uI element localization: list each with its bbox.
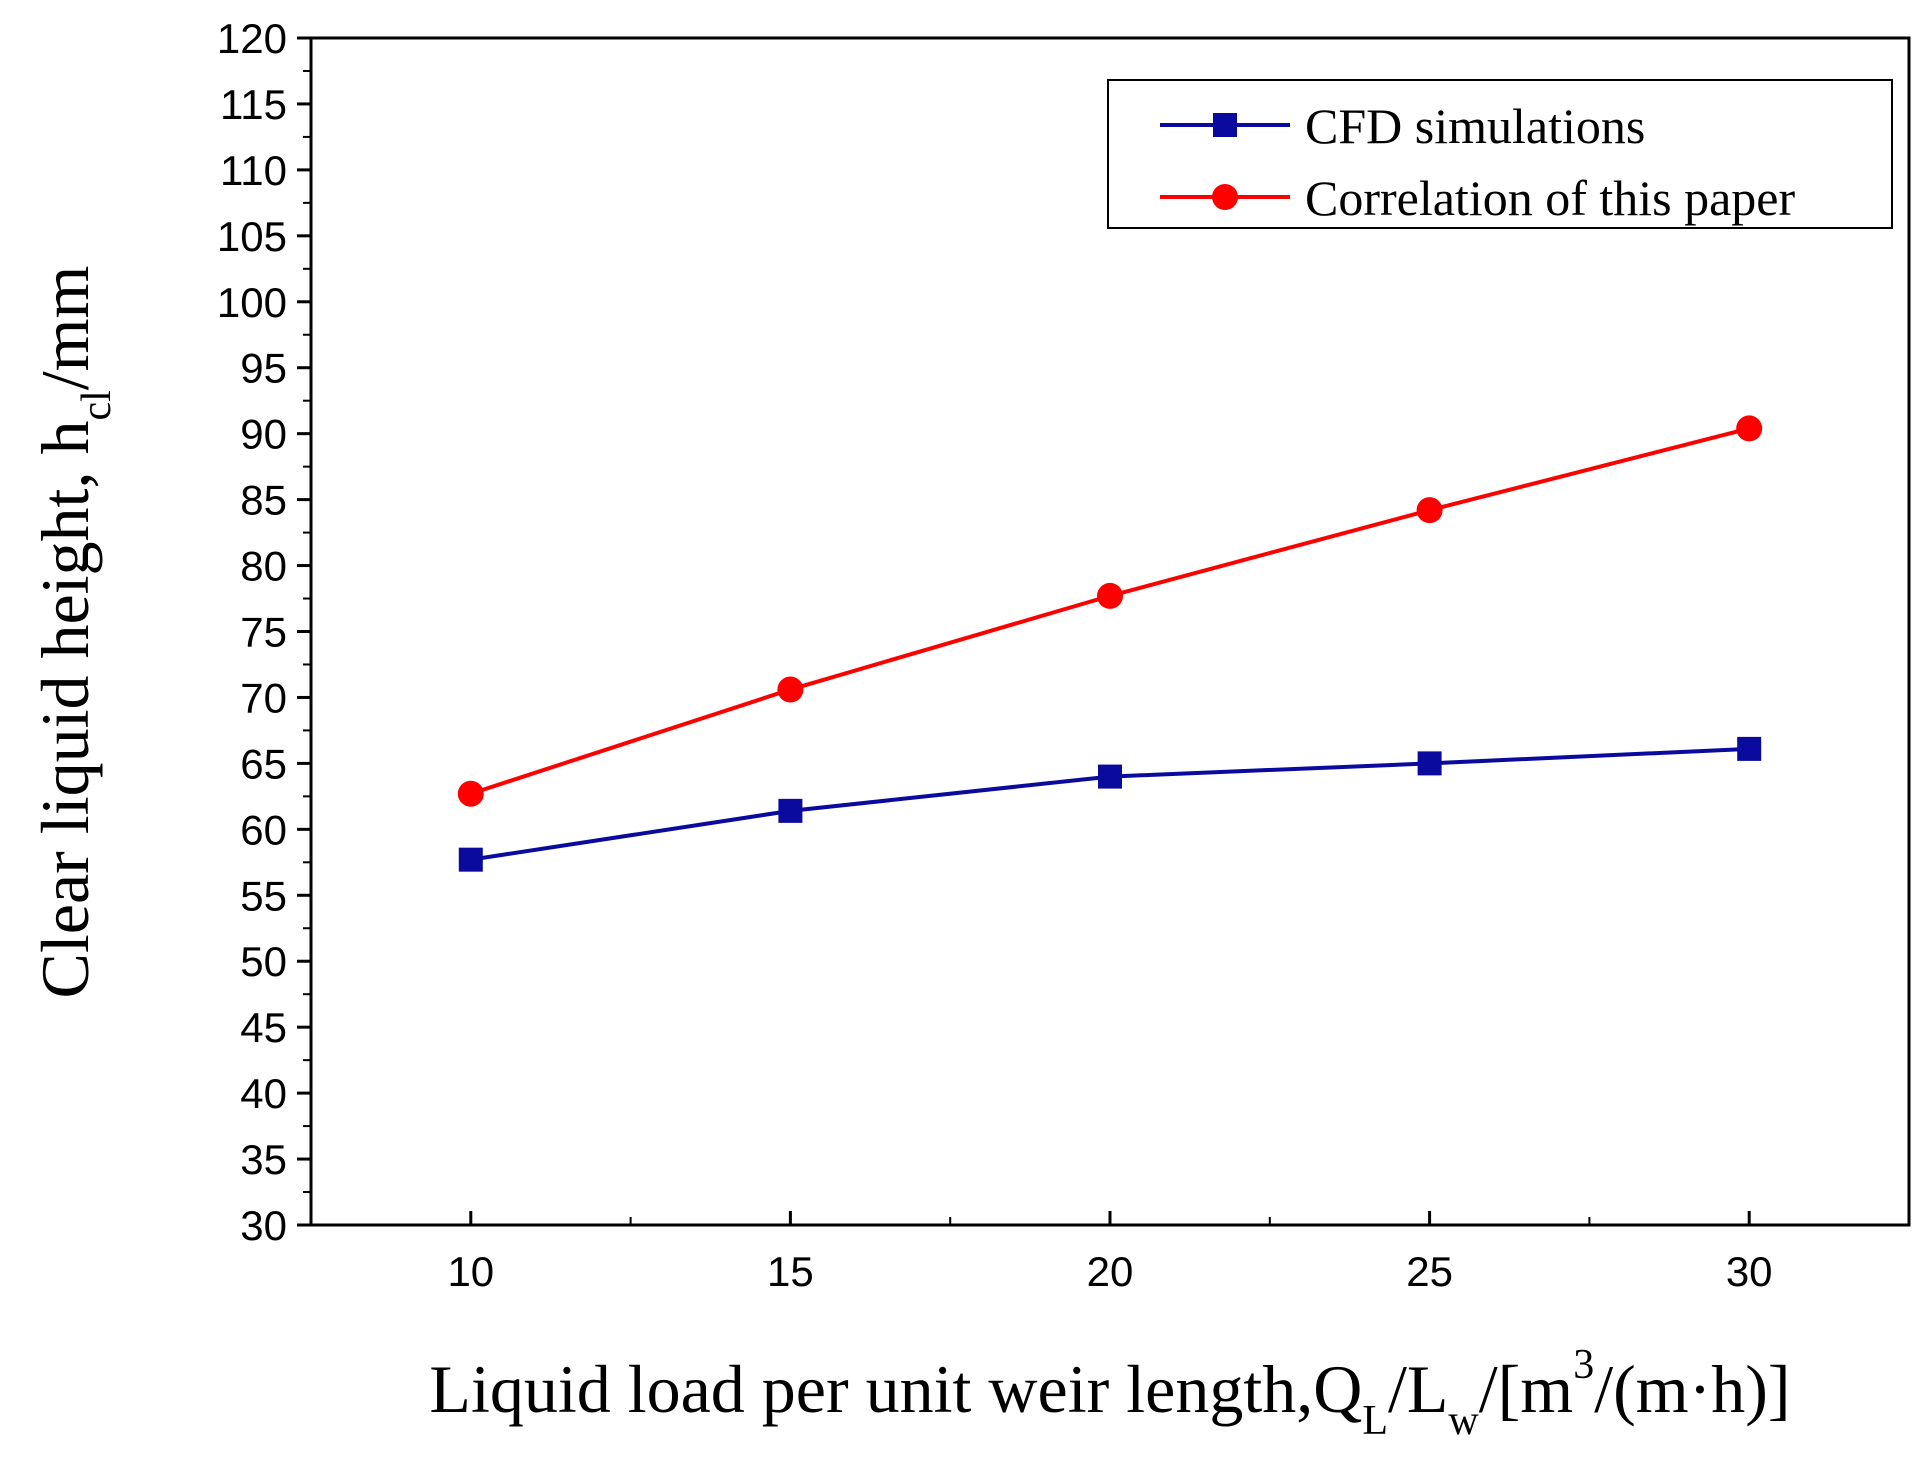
legend-label-correlation: Correlation of this paper bbox=[1305, 170, 1795, 226]
data-point-square bbox=[1737, 736, 1762, 761]
legend-marker-correlation bbox=[1212, 184, 1238, 210]
data-point-square bbox=[1417, 751, 1442, 776]
series-layer bbox=[457, 415, 1763, 872]
y-tick-label: 115 bbox=[220, 81, 287, 128]
plot-frame bbox=[309, 36, 1911, 1227]
y-axis-title-sub: cl bbox=[74, 390, 120, 420]
y-axis-title-post: /mm bbox=[27, 266, 103, 391]
x-axis-title-pre-sup: /[m bbox=[1479, 1351, 1573, 1427]
y-tick-label: 30 bbox=[240, 1202, 287, 1249]
data-point-square bbox=[778, 798, 803, 823]
y-tick-label: 95 bbox=[240, 345, 287, 392]
data-point-circle bbox=[777, 676, 804, 703]
y-tick-label: 45 bbox=[240, 1004, 287, 1051]
x-tick-label: 25 bbox=[1406, 1248, 1453, 1295]
x-tick-label: 15 bbox=[767, 1248, 814, 1295]
legend-marker-cfd bbox=[1213, 113, 1237, 137]
y-tick-label: 40 bbox=[240, 1070, 287, 1117]
y-axis-title-main: Clear liquid height, h bbox=[27, 421, 103, 999]
x-axis-title: Liquid load per unit weir length,QL/Lw/[… bbox=[429, 1342, 1790, 1444]
x-axis-title-post: /(m·h)] bbox=[1594, 1351, 1790, 1427]
y-tick-label: 120 bbox=[217, 15, 287, 62]
x-axis-title-mid: /L bbox=[1388, 1351, 1448, 1427]
y-tick-label: 65 bbox=[240, 740, 287, 787]
y-tick-label: 105 bbox=[217, 213, 287, 260]
y-tick-label: 50 bbox=[240, 938, 287, 985]
x-axis-title-sub1: L bbox=[1362, 1398, 1388, 1444]
y-tick-label: 100 bbox=[217, 279, 287, 326]
legend-label-cfd: CFD simulations bbox=[1305, 98, 1645, 154]
series-line bbox=[470, 426, 1750, 796]
data-point-circle bbox=[1097, 582, 1123, 609]
series-cfd bbox=[458, 736, 1762, 872]
data-point-square bbox=[458, 847, 483, 872]
y-tick-label: 35 bbox=[240, 1136, 287, 1183]
y-tick-label: 85 bbox=[240, 477, 287, 524]
y-tick-label: 80 bbox=[240, 543, 287, 590]
y-tick-label: 110 bbox=[220, 147, 287, 194]
y-axis-title: Clear liquid height, hcl/mm bbox=[27, 266, 120, 999]
legend: CFD simulations Correlation of this pape… bbox=[1107, 79, 1893, 229]
x-axis-title-sub2: w bbox=[1448, 1398, 1479, 1444]
series-correlation bbox=[457, 415, 1763, 807]
x-axis-title-sup: 3 bbox=[1573, 1342, 1594, 1388]
x-tick-label: 20 bbox=[1087, 1248, 1134, 1295]
data-point-circle bbox=[457, 780, 484, 807]
y-tick-label: 70 bbox=[240, 674, 287, 721]
data-point-square bbox=[1098, 764, 1122, 789]
data-point-circle bbox=[1736, 415, 1763, 442]
y-tick-label: 55 bbox=[240, 872, 287, 919]
legend-box bbox=[1107, 79, 1893, 229]
y-tick-label: 75 bbox=[240, 609, 287, 656]
y-tick-label: 60 bbox=[240, 806, 287, 853]
x-tick-label: 30 bbox=[1726, 1248, 1773, 1295]
data-point-circle bbox=[1416, 497, 1443, 524]
x-axis-title-main: Liquid load per unit weir length,Q bbox=[429, 1351, 1362, 1427]
tick-labels: 30 35 40 45 50 55 60 65 70 75 80 85 90 95 100 105 110 115… bbox=[217, 15, 1773, 1295]
y-tick-label: 90 bbox=[240, 411, 287, 458]
x-tick-label: 10 bbox=[447, 1248, 494, 1295]
axis-ticks bbox=[297, 36, 1751, 1227]
